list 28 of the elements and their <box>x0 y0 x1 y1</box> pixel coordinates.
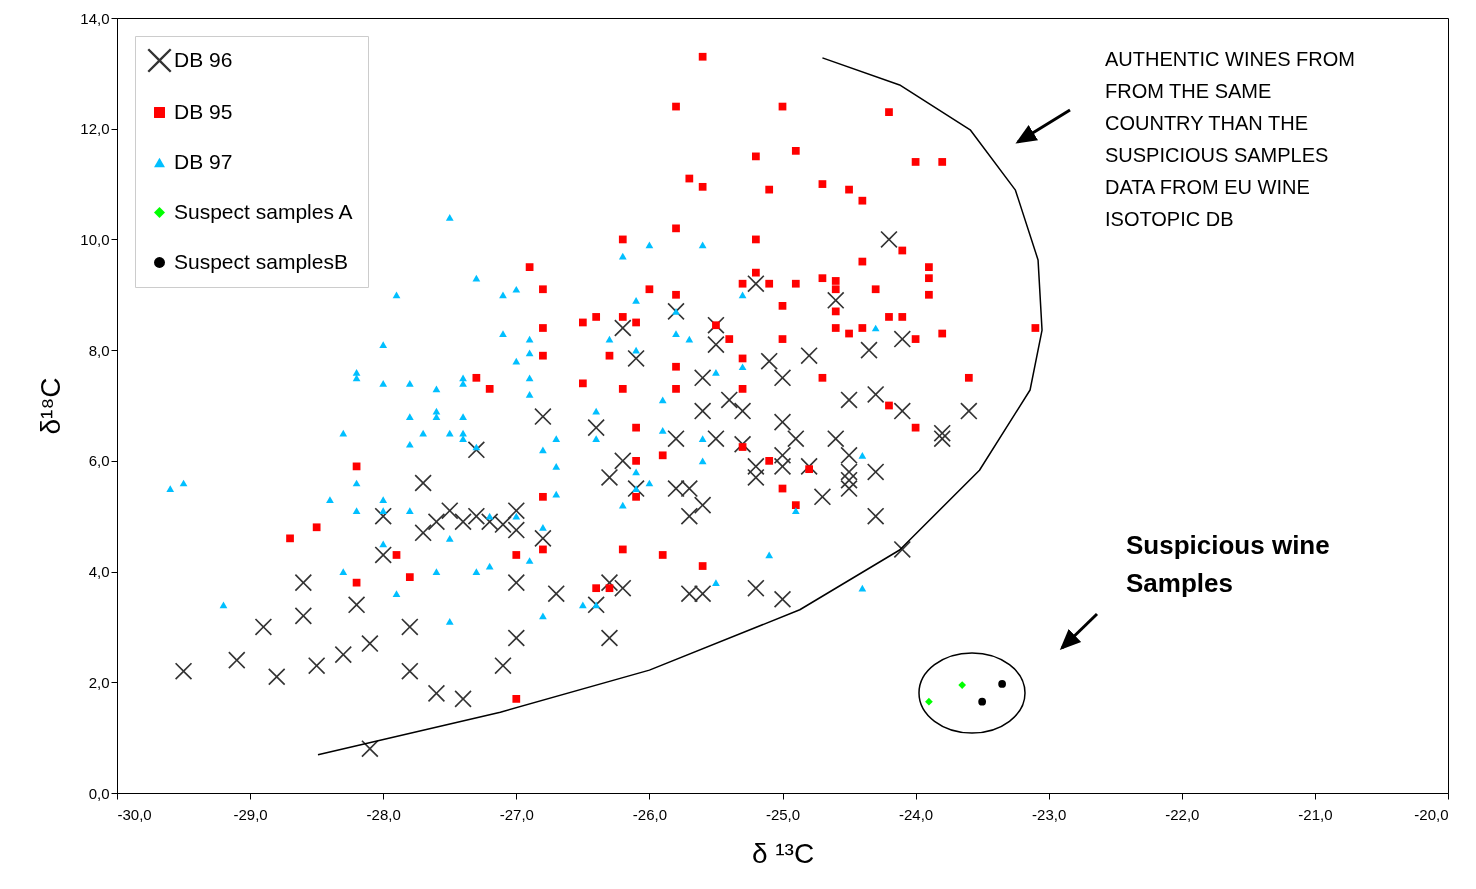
x-tick-label: -25,0 <box>765 805 801 823</box>
x-tick-label: -20,0 <box>1414 805 1449 823</box>
x-tick-label: -26,0 <box>632 805 667 823</box>
x-tick-label: -29,0 <box>233 805 268 823</box>
x-tick-label: -28,0 <box>366 805 401 823</box>
y-tick-label: 8,0 <box>88 341 110 359</box>
x-tick-label: -30,0 <box>117 805 152 823</box>
x-tick-label: -24,0 <box>899 805 934 823</box>
y-tick-label: 12,0 <box>80 120 110 138</box>
y-tick-label: 10,0 <box>80 230 110 248</box>
legend-label: Suspect samplesB <box>174 249 348 273</box>
y-tick-label: 6,0 <box>88 452 110 470</box>
legend-label: DB 97 <box>174 149 233 173</box>
x-tick-label: -22,0 <box>1165 805 1200 823</box>
annotation: AUTHENTIC WINES FROM FROM THE SAME COUNTRY THAN THE SUSPICIOUS SAMPLES DATA FROM EU WINE ISOTOPIC DB <box>1105 48 1355 230</box>
y-tick-label: 14,0 <box>80 9 110 27</box>
x-tick-label: -27,0 <box>499 805 534 823</box>
y-axis-title: δ¹⁸C <box>35 377 67 435</box>
y-tick-label: 2,0 <box>88 673 110 691</box>
x-axis-title: δ ¹³C <box>751 837 815 869</box>
x-tick-label: -23,0 <box>1032 805 1067 823</box>
annotation: Suspicious wine Samples <box>1126 530 1330 598</box>
legend-label: Suspect samples A <box>174 199 353 223</box>
x-tick-label: -21,0 <box>1298 805 1333 823</box>
legend-label: DB 95 <box>174 99 233 123</box>
y-tick-label: 0,0 <box>88 784 110 802</box>
y-tick-label: 4,0 <box>88 563 110 581</box>
legend-label: DB 96 <box>174 47 233 71</box>
